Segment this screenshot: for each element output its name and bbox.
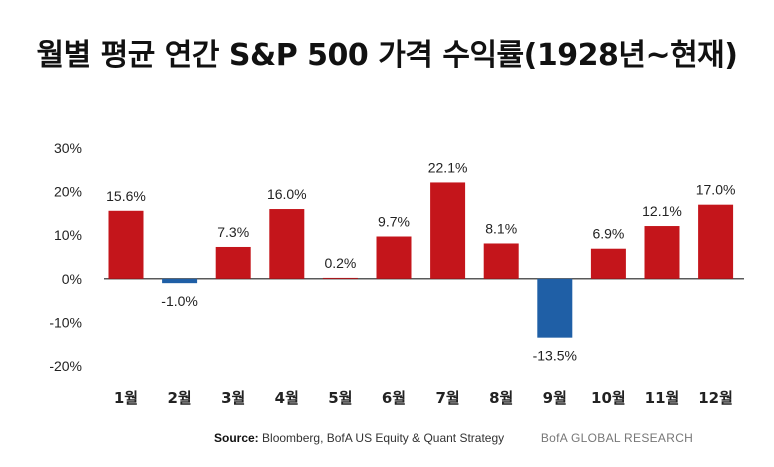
- x-tick-label: 2월: [167, 389, 191, 407]
- bar: [698, 204, 734, 279]
- data-label: 12.1%: [642, 203, 682, 219]
- x-tick-label: 11월: [645, 389, 680, 407]
- x-tick-label: 6월: [382, 389, 406, 407]
- y-tick-label: 10%: [54, 227, 82, 243]
- data-label: 8.1%: [485, 220, 517, 236]
- data-label: 7.3%: [217, 224, 249, 240]
- bar: [483, 243, 519, 279]
- bar: [590, 248, 626, 279]
- chart-title: 월별 평균 연간 S&P 500 가격 수익률(1928년~현재): [36, 38, 739, 73]
- y-tick-label: 20%: [54, 184, 82, 200]
- data-label: 22.1%: [428, 159, 468, 175]
- y-tick-label: 30%: [54, 140, 82, 156]
- bar: [269, 209, 305, 279]
- bar: [537, 278, 573, 338]
- x-tick-label: 12월: [698, 389, 733, 407]
- data-label: 15.6%: [106, 188, 146, 204]
- brand-label: BofA GLOBAL RESEARCH: [540, 431, 694, 445]
- source-footer: Source: Bloomberg, BofA US Equity & Quan…: [214, 431, 693, 445]
- bar: [322, 277, 358, 279]
- x-tick-label: 4월: [275, 389, 299, 407]
- x-tick-label: 7월: [435, 389, 459, 407]
- bar: [215, 246, 251, 279]
- bar: [430, 182, 466, 279]
- bar: [162, 278, 198, 284]
- x-tick-label: 3월: [221, 389, 245, 407]
- bar: [644, 226, 680, 279]
- source-label: Source:: [214, 431, 259, 445]
- bar: [108, 210, 144, 279]
- data-label: 9.7%: [378, 214, 410, 230]
- x-tick-label: 9월: [543, 389, 567, 407]
- x-tick-label: 5월: [328, 389, 352, 407]
- x-tick-label: 1월: [114, 389, 138, 407]
- data-label: 16.0%: [267, 186, 307, 202]
- data-label: 0.2%: [324, 255, 356, 271]
- data-label: -1.0%: [161, 293, 198, 309]
- x-tick-label: 8월: [489, 389, 513, 407]
- y-tick-label: 0%: [62, 271, 82, 287]
- data-label: 17.0%: [696, 182, 736, 198]
- y-tick-label: -10%: [49, 314, 82, 330]
- y-tick-label: -20%: [49, 358, 82, 374]
- source-text: Bloomberg, BofA US Equity & Quant Strate…: [262, 431, 505, 445]
- data-label: -13.5%: [533, 348, 577, 364]
- data-label: 6.9%: [592, 226, 624, 242]
- x-tick-label: 10월: [591, 389, 626, 407]
- bar: [376, 236, 412, 279]
